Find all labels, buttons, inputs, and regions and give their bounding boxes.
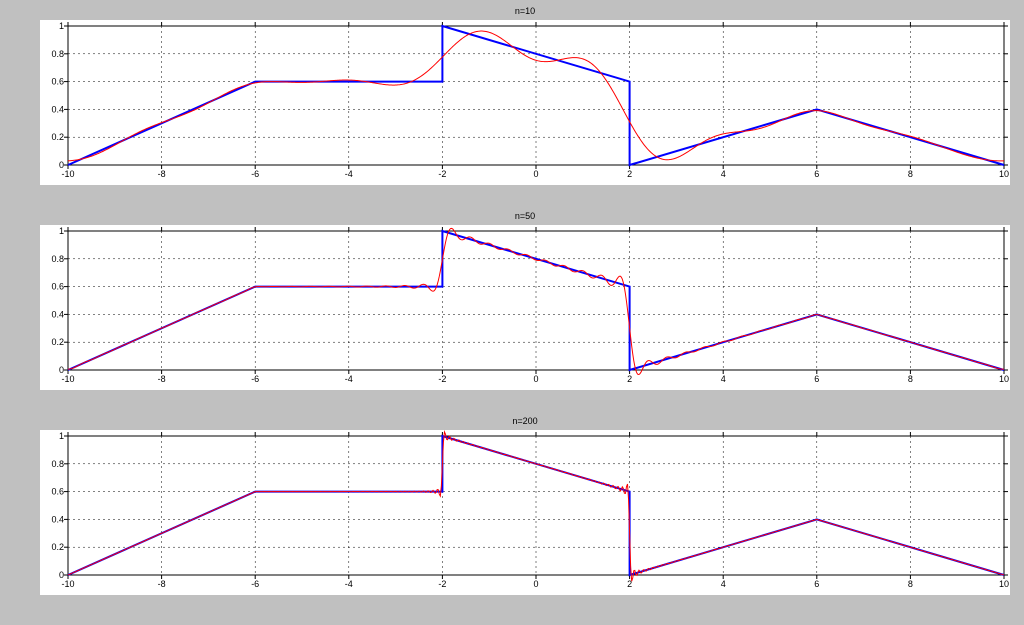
svg-text:-6: -6 xyxy=(251,169,259,179)
svg-text:-8: -8 xyxy=(158,169,166,179)
subplot-n200: n=200 -10-8-6-4-2024681000.20.40.60.81 xyxy=(40,430,1010,595)
svg-text:0.4: 0.4 xyxy=(51,104,64,114)
subplot-n50: n=50 -10-8-6-4-2024681000.20.40.60.81 xyxy=(40,225,1010,390)
svg-text:-2: -2 xyxy=(438,169,446,179)
svg-text:-6: -6 xyxy=(251,579,259,589)
svg-text:-8: -8 xyxy=(158,579,166,589)
subplot-canvas: -10 -8 -6 -4 -2 0 2 4 6 8 10 0 0.2 0.4 0.6 0.8 1 xyxy=(40,20,1010,185)
subplot-title: n=200 xyxy=(40,416,1010,426)
svg-text:0.6: 0.6 xyxy=(51,487,64,497)
subplot-n10: n=10 -10-8-6-4-2024681000.20.40.60.81 xyxy=(40,20,1010,185)
svg-text:0.6: 0.6 xyxy=(51,282,64,292)
subplot-title: n=50 xyxy=(40,211,1010,221)
svg-text:2: 2 xyxy=(627,169,632,179)
svg-text:0.4: 0.4 xyxy=(51,514,64,524)
svg-text:6: 6 xyxy=(814,169,819,179)
svg-text:4: 4 xyxy=(721,169,726,179)
svg-text:-10: -10 xyxy=(61,169,74,179)
svg-text:0.2: 0.2 xyxy=(51,132,64,142)
svg-text:10: 10 xyxy=(999,579,1009,589)
svg-text:8: 8 xyxy=(908,374,913,384)
svg-text:4: 4 xyxy=(721,579,726,589)
subplot-title: n=10 xyxy=(40,6,1010,16)
svg-text:6: 6 xyxy=(814,374,819,384)
svg-text:0.6: 0.6 xyxy=(51,77,64,87)
svg-text:0: 0 xyxy=(59,365,64,375)
svg-text:-8: -8 xyxy=(158,374,166,384)
svg-text:2: 2 xyxy=(627,374,632,384)
subplot-canvas: -10 -8 -6 -4 -2 0 2 4 6 8 10 0 0.2 0.4 0.6 0.8 1 xyxy=(40,225,1010,390)
svg-text:0.8: 0.8 xyxy=(51,49,64,59)
svg-text:0: 0 xyxy=(533,169,538,179)
svg-text:0: 0 xyxy=(59,570,64,580)
svg-text:4: 4 xyxy=(721,374,726,384)
svg-text:-4: -4 xyxy=(345,169,353,179)
subplot-canvas: -10-8-6-4-2024681000.20.40.60.81 xyxy=(40,430,1010,595)
svg-text:10: 10 xyxy=(999,169,1009,179)
svg-text:-10: -10 xyxy=(61,374,74,384)
svg-text:1: 1 xyxy=(59,226,64,236)
svg-text:-2: -2 xyxy=(438,374,446,384)
svg-text:0.8: 0.8 xyxy=(51,254,64,264)
svg-text:6: 6 xyxy=(814,579,819,589)
svg-text:8: 8 xyxy=(908,579,913,589)
svg-text:-2: -2 xyxy=(438,579,446,589)
svg-text:0.2: 0.2 xyxy=(51,542,64,552)
svg-text:0: 0 xyxy=(533,374,538,384)
svg-text:1: 1 xyxy=(59,21,64,31)
svg-text:8: 8 xyxy=(908,169,913,179)
svg-text:10: 10 xyxy=(999,374,1009,384)
svg-text:0.2: 0.2 xyxy=(51,337,64,347)
svg-text:0.4: 0.4 xyxy=(51,309,64,319)
svg-text:-4: -4 xyxy=(345,579,353,589)
figure: n=10 -10-8-6-4-2024681000.20.40.60.81 n=… xyxy=(0,0,1024,625)
svg-text:0.8: 0.8 xyxy=(51,459,64,469)
svg-text:1: 1 xyxy=(59,431,64,441)
svg-text:0: 0 xyxy=(59,160,64,170)
svg-text:0: 0 xyxy=(533,579,538,589)
svg-text:-4: -4 xyxy=(345,374,353,384)
svg-text:-6: -6 xyxy=(251,374,259,384)
svg-text:-10: -10 xyxy=(61,579,74,589)
